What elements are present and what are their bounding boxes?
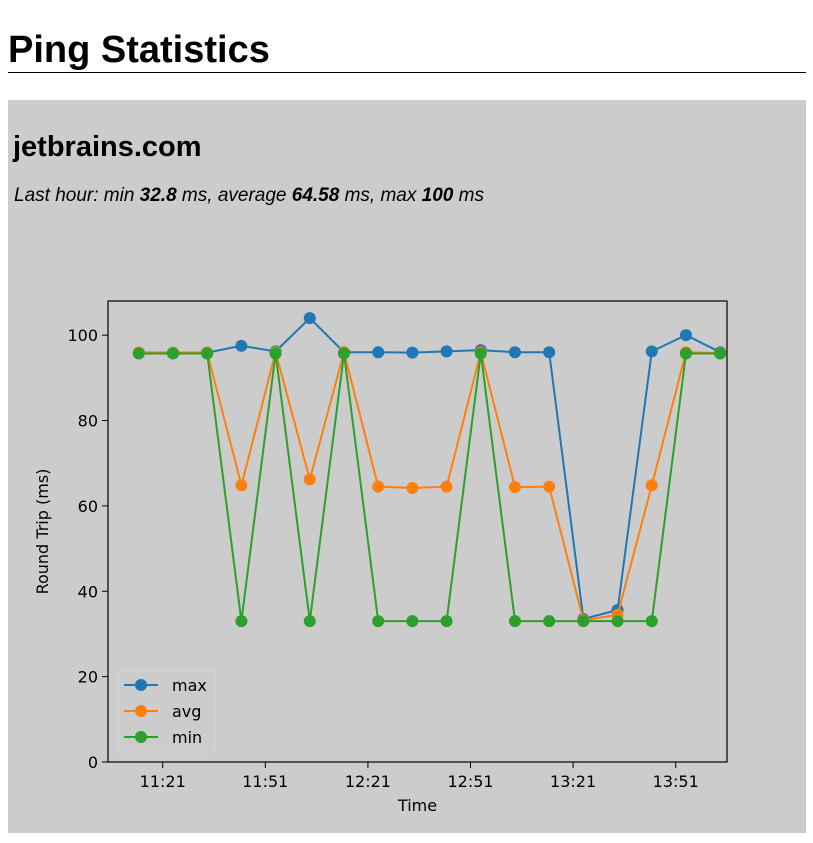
y-tick-label: 20: [78, 668, 98, 687]
x-tick-label: 13:51: [653, 772, 699, 791]
legend-marker-min: [135, 731, 147, 743]
data-point-avg: [303, 473, 316, 486]
data-point-max: [303, 312, 316, 325]
data-point-max: [543, 346, 556, 359]
data-point-min: [303, 615, 316, 628]
title-divider: [8, 72, 806, 73]
series-line-avg: [138, 348, 721, 622]
summary-sep-max: ms, max: [339, 185, 422, 206]
host-title: jetbrains.com: [13, 131, 202, 163]
data-point-min: [679, 347, 692, 360]
data-point-min: [235, 615, 248, 628]
y-axis-label: Round Trip (ms): [33, 469, 52, 595]
data-point-max: [372, 346, 385, 359]
y-tick-label: 0: [88, 753, 98, 772]
legend-marker-max: [135, 679, 147, 691]
summary-max-value: 100: [421, 185, 454, 206]
legend-label-max: max: [172, 676, 207, 695]
plot-frame: [107, 300, 728, 763]
x-tick-label: 12:51: [447, 772, 493, 791]
data-point-min: [508, 615, 521, 628]
y-tick-label: 80: [78, 412, 98, 431]
y-tick-label: 60: [78, 497, 98, 516]
data-point-max: [406, 346, 419, 359]
x-tick-label: 11:51: [242, 772, 288, 791]
data-point-min: [132, 347, 145, 360]
data-point-max: [235, 339, 248, 352]
data-point-min: [440, 615, 453, 628]
data-point-min: [543, 615, 556, 628]
data-point-avg: [508, 481, 521, 494]
legend-label-min: min: [172, 728, 202, 747]
data-point-min: [337, 347, 350, 360]
x-tick-label: 12:21: [345, 772, 391, 791]
data-point-avg: [440, 480, 453, 493]
data-point-avg: [235, 479, 248, 492]
legend-marker-avg: [135, 705, 147, 717]
data-point-avg: [372, 480, 385, 493]
data-point-min: [201, 347, 214, 360]
series-line-max: [138, 316, 721, 621]
data-point-min: [645, 615, 658, 628]
data-point-min: [372, 615, 385, 628]
summary-prefix: Last hour: min: [14, 185, 140, 206]
data-point-min: [577, 615, 590, 628]
y-tick-label: 40: [78, 582, 98, 601]
page-title: Ping Statistics: [8, 29, 270, 71]
summary-avg-value: 64.58: [291, 185, 340, 206]
data-point-avg: [406, 481, 419, 494]
x-tick-label: 13:21: [550, 772, 596, 791]
data-point-min: [406, 615, 419, 628]
data-point-max: [440, 345, 453, 358]
data-point-max: [508, 346, 521, 359]
data-point-max: [645, 345, 658, 358]
data-point-min: [269, 347, 282, 360]
summary-suffix: ms: [453, 185, 484, 206]
host-card: jetbrains.com Last hour: min 32.8 ms, av…: [8, 100, 806, 833]
data-point-max: [679, 329, 692, 342]
data-point-min: [166, 347, 179, 360]
y-tick-label: 100: [67, 326, 98, 345]
data-point-min: [611, 615, 624, 628]
legend-label-avg: avg: [172, 702, 201, 721]
x-axis-label: Time: [397, 796, 437, 815]
ping-summary: Last hour: min 32.8 ms, average 64.58 ms…: [14, 185, 484, 207]
summary-min-value: 32.8: [139, 185, 177, 206]
ping-chart: 0 20 40 60 80 100 11:21 11:51 12:21 12:51 13:21 13:…: [33, 300, 728, 815]
data-point-min: [474, 347, 487, 360]
summary-sep-avg: ms, average: [176, 185, 292, 206]
data-point-avg: [543, 480, 556, 493]
x-tick-label: 11:21: [140, 772, 186, 791]
data-point-avg: [645, 479, 658, 492]
data-point-min: [714, 347, 727, 360]
